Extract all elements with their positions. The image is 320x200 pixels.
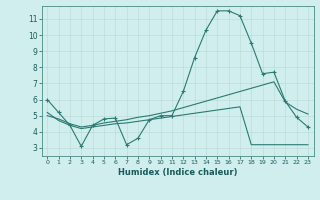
X-axis label: Humidex (Indice chaleur): Humidex (Indice chaleur) bbox=[118, 168, 237, 177]
